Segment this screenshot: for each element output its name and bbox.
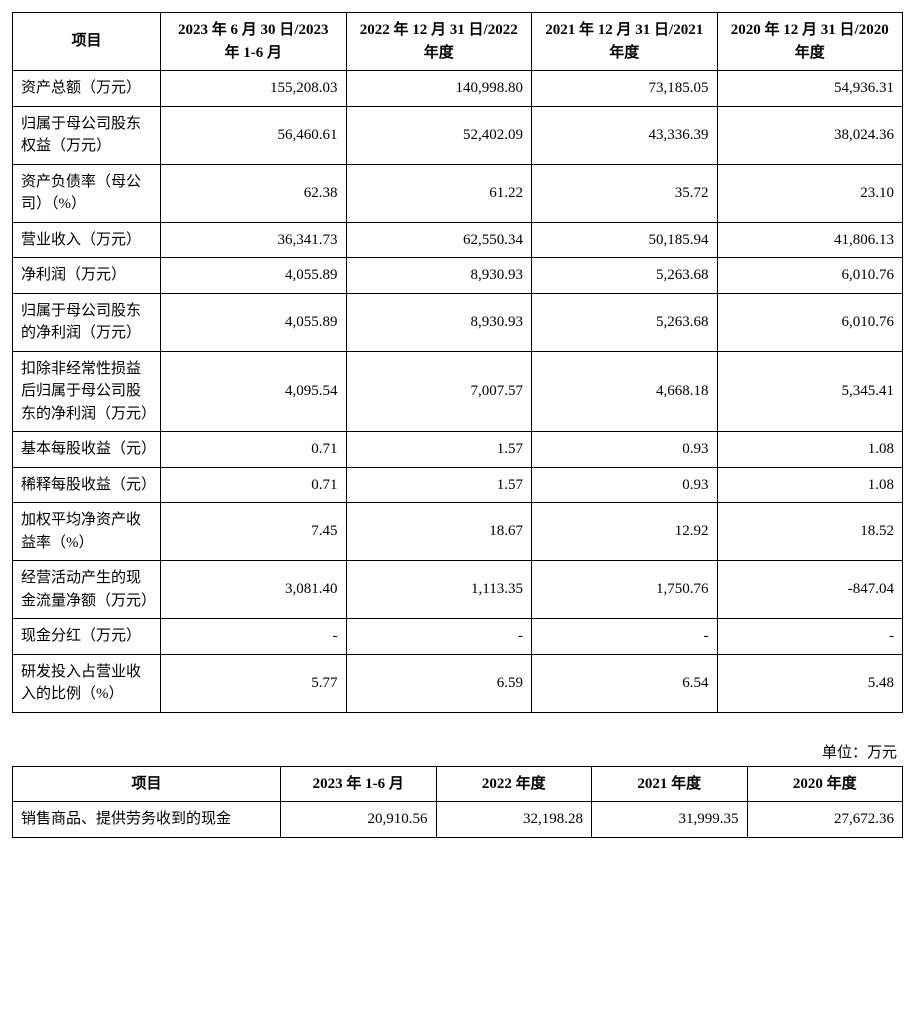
row-label: 资产总额（万元） bbox=[13, 71, 161, 107]
row-value: 6.54 bbox=[532, 654, 718, 712]
row-value: - bbox=[346, 619, 532, 655]
row-value: 50,185.94 bbox=[532, 222, 718, 258]
table-row: 营业收入（万元） 36,341.73 62,550.34 50,185.94 4… bbox=[13, 222, 903, 258]
row-value: 7,007.57 bbox=[346, 351, 532, 432]
row-value: 27,672.36 bbox=[747, 802, 903, 838]
row-value: 6,010.76 bbox=[717, 293, 903, 351]
col-header-2023h1: 2023 年 6 月 30 日/2023 年 1-6 月 bbox=[161, 13, 347, 71]
col-header-2020: 2020 年度 bbox=[747, 766, 903, 802]
row-label: 研发投入占营业收入的比例（%） bbox=[13, 654, 161, 712]
row-value: 1.57 bbox=[346, 432, 532, 468]
row-value: 4,055.89 bbox=[161, 258, 347, 294]
row-label: 扣除非经常性损益后归属于母公司股东的净利润（万元） bbox=[13, 351, 161, 432]
row-value: 52,402.09 bbox=[346, 106, 532, 164]
table-header-row: 项目 2023 年 1-6 月 2022 年度 2021 年度 2020 年度 bbox=[13, 766, 903, 802]
row-value: - bbox=[161, 619, 347, 655]
table-row: 研发投入占营业收入的比例（%） 5.77 6.59 6.54 5.48 bbox=[13, 654, 903, 712]
row-value: 1.57 bbox=[346, 467, 532, 503]
row-label: 基本每股收益（元） bbox=[13, 432, 161, 468]
row-value: 6.59 bbox=[346, 654, 532, 712]
row-value: 4,055.89 bbox=[161, 293, 347, 351]
row-value: 0.71 bbox=[161, 467, 347, 503]
row-label: 现金分红（万元） bbox=[13, 619, 161, 655]
row-value: 140,998.80 bbox=[346, 71, 532, 107]
row-value: 7.45 bbox=[161, 503, 347, 561]
table-row: 稀释每股收益（元） 0.71 1.57 0.93 1.08 bbox=[13, 467, 903, 503]
row-label: 净利润（万元） bbox=[13, 258, 161, 294]
col-header-item: 项目 bbox=[13, 766, 281, 802]
row-value: 41,806.13 bbox=[717, 222, 903, 258]
row-value: 73,185.05 bbox=[532, 71, 718, 107]
table-row: 净利润（万元） 4,055.89 8,930.93 5,263.68 6,010… bbox=[13, 258, 903, 294]
row-value: 36,341.73 bbox=[161, 222, 347, 258]
row-value: 0.93 bbox=[532, 432, 718, 468]
row-label: 销售商品、提供劳务收到的现金 bbox=[13, 802, 281, 838]
row-value: 0.93 bbox=[532, 467, 718, 503]
row-value: 31,999.35 bbox=[592, 802, 748, 838]
row-value: 155,208.03 bbox=[161, 71, 347, 107]
row-value: - bbox=[717, 619, 903, 655]
table-row: 加权平均净资产收益率（%） 7.45 18.67 12.92 18.52 bbox=[13, 503, 903, 561]
row-label: 稀释每股收益（元） bbox=[13, 467, 161, 503]
table-row: 经营活动产生的现金流量净额（万元） 3,081.40 1,113.35 1,75… bbox=[13, 561, 903, 619]
row-value: 5.48 bbox=[717, 654, 903, 712]
row-value: 43,336.39 bbox=[532, 106, 718, 164]
unit-label: 单位：万元 bbox=[12, 741, 903, 762]
row-value: -847.04 bbox=[717, 561, 903, 619]
table-row: 扣除非经常性损益后归属于母公司股东的净利润（万元） 4,095.54 7,007… bbox=[13, 351, 903, 432]
row-value: 20,910.56 bbox=[281, 802, 437, 838]
row-value: 38,024.36 bbox=[717, 106, 903, 164]
row-value: 18.52 bbox=[717, 503, 903, 561]
row-value: 1,750.76 bbox=[532, 561, 718, 619]
col-header-2020: 2020 年 12 月 31 日/2020 年度 bbox=[717, 13, 903, 71]
col-header-2023h1: 2023 年 1-6 月 bbox=[281, 766, 437, 802]
row-label: 经营活动产生的现金流量净额（万元） bbox=[13, 561, 161, 619]
row-value: 56,460.61 bbox=[161, 106, 347, 164]
row-label: 资产负债率（母公司）（%） bbox=[13, 164, 161, 222]
row-label: 归属于母公司股东权益（万元） bbox=[13, 106, 161, 164]
table-row: 归属于母公司股东的净利润（万元） 4,055.89 8,930.93 5,263… bbox=[13, 293, 903, 351]
row-value: 1,113.35 bbox=[346, 561, 532, 619]
row-value: 62,550.34 bbox=[346, 222, 532, 258]
cashflow-table: 项目 2023 年 1-6 月 2022 年度 2021 年度 2020 年度 … bbox=[12, 766, 903, 838]
row-value: 5,263.68 bbox=[532, 293, 718, 351]
row-value: 18.67 bbox=[346, 503, 532, 561]
col-header-2022: 2022 年 12 月 31 日/2022 年度 bbox=[346, 13, 532, 71]
row-value: 6,010.76 bbox=[717, 258, 903, 294]
table-row: 资产负债率（母公司）（%） 62.38 61.22 35.72 23.10 bbox=[13, 164, 903, 222]
row-value: 1.08 bbox=[717, 432, 903, 468]
row-value: 1.08 bbox=[717, 467, 903, 503]
row-value: 3,081.40 bbox=[161, 561, 347, 619]
row-value: 32,198.28 bbox=[436, 802, 592, 838]
row-value: 5.77 bbox=[161, 654, 347, 712]
row-label: 营业收入（万元） bbox=[13, 222, 161, 258]
table-row: 现金分红（万元） - - - - bbox=[13, 619, 903, 655]
row-label: 加权平均净资产收益率（%） bbox=[13, 503, 161, 561]
row-value: 62.38 bbox=[161, 164, 347, 222]
col-header-2021: 2021 年 12 月 31 日/2021 年度 bbox=[532, 13, 718, 71]
table-row: 基本每股收益（元） 0.71 1.57 0.93 1.08 bbox=[13, 432, 903, 468]
row-value: 61.22 bbox=[346, 164, 532, 222]
table-row: 销售商品、提供劳务收到的现金 20,910.56 32,198.28 31,99… bbox=[13, 802, 903, 838]
row-value: 54,936.31 bbox=[717, 71, 903, 107]
row-value: - bbox=[532, 619, 718, 655]
row-value: 0.71 bbox=[161, 432, 347, 468]
row-value: 4,668.18 bbox=[532, 351, 718, 432]
col-header-item: 项目 bbox=[13, 13, 161, 71]
col-header-2021: 2021 年度 bbox=[592, 766, 748, 802]
col-header-2022: 2022 年度 bbox=[436, 766, 592, 802]
row-value: 12.92 bbox=[532, 503, 718, 561]
row-value: 4,095.54 bbox=[161, 351, 347, 432]
row-value: 5,345.41 bbox=[717, 351, 903, 432]
row-value: 8,930.93 bbox=[346, 258, 532, 294]
row-value: 35.72 bbox=[532, 164, 718, 222]
table-row: 资产总额（万元） 155,208.03 140,998.80 73,185.05… bbox=[13, 71, 903, 107]
table-header-row: 项目 2023 年 6 月 30 日/2023 年 1-6 月 2022 年 1… bbox=[13, 13, 903, 71]
row-value: 5,263.68 bbox=[532, 258, 718, 294]
row-value: 23.10 bbox=[717, 164, 903, 222]
table-row: 归属于母公司股东权益（万元） 56,460.61 52,402.09 43,33… bbox=[13, 106, 903, 164]
row-label: 归属于母公司股东的净利润（万元） bbox=[13, 293, 161, 351]
row-value: 8,930.93 bbox=[346, 293, 532, 351]
financial-summary-table: 项目 2023 年 6 月 30 日/2023 年 1-6 月 2022 年 1… bbox=[12, 12, 903, 713]
